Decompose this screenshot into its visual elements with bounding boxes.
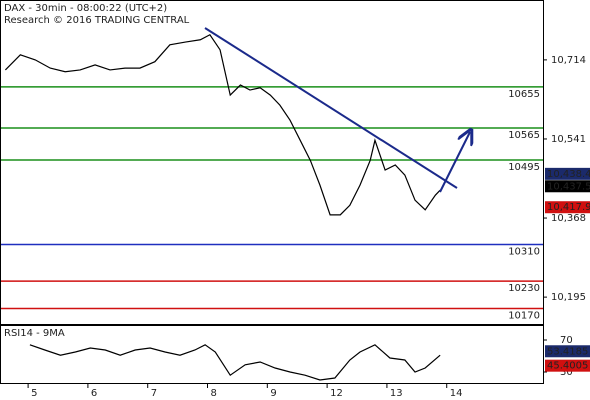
price-tag — [545, 201, 590, 214]
y-tick-label: 10,195 — [551, 292, 586, 303]
x-tick-label: 9 — [270, 388, 276, 399]
price-panel — [0, 0, 544, 325]
price-line — [29, 344, 441, 381]
level-label: 10495 — [508, 162, 540, 173]
rsi-tag — [545, 345, 590, 358]
x-tick-label: 12 — [330, 388, 343, 399]
x-tick-label: 7 — [151, 388, 157, 399]
rsi-tag-label: 45.4005 — [547, 361, 588, 372]
y-tick-label: 10,368 — [551, 213, 586, 224]
price-tag-label: 10,438.4 — [547, 169, 590, 180]
level-label: 10230 — [508, 283, 540, 294]
x-tick-label: 6 — [91, 388, 97, 399]
y-tick-label: 10,714 — [551, 55, 586, 66]
trend-line — [204, 27, 458, 189]
price-tag-label: 10,417.9 — [547, 202, 590, 213]
price-tag — [545, 180, 590, 193]
chart-title: DAX - 30min - 08:00:22 (UTC+2) — [4, 3, 167, 14]
price-tag-label: 10,437.5 — [547, 181, 590, 192]
x-tick-label: 8 — [211, 388, 217, 399]
rsi-panel — [0, 325, 544, 384]
x-tick-label: 5 — [31, 388, 37, 399]
rsi-tag-label: 53.4185 — [547, 346, 588, 357]
forecast-arrow — [439, 132, 470, 193]
level-label: 10565 — [508, 130, 540, 141]
x-tick-label: 14 — [450, 388, 463, 399]
x-tick-label: 13 — [390, 388, 403, 399]
price-tag — [545, 167, 590, 180]
rsi-tag — [545, 359, 590, 372]
rsi-title: RSI14 - 9MA — [4, 328, 65, 339]
level-label: 10310 — [508, 247, 540, 258]
chart-subtitle: Research © 2016 TRADING CENTRAL — [4, 15, 190, 26]
y-tick-label: 10,541 — [551, 134, 586, 145]
rsi-tick-label: 70 — [560, 335, 573, 346]
rsi-tick-label: 30 — [560, 367, 573, 378]
level-label: 10655 — [508, 89, 540, 100]
price-line — [4, 33, 441, 216]
level-label: 10170 — [508, 311, 540, 322]
